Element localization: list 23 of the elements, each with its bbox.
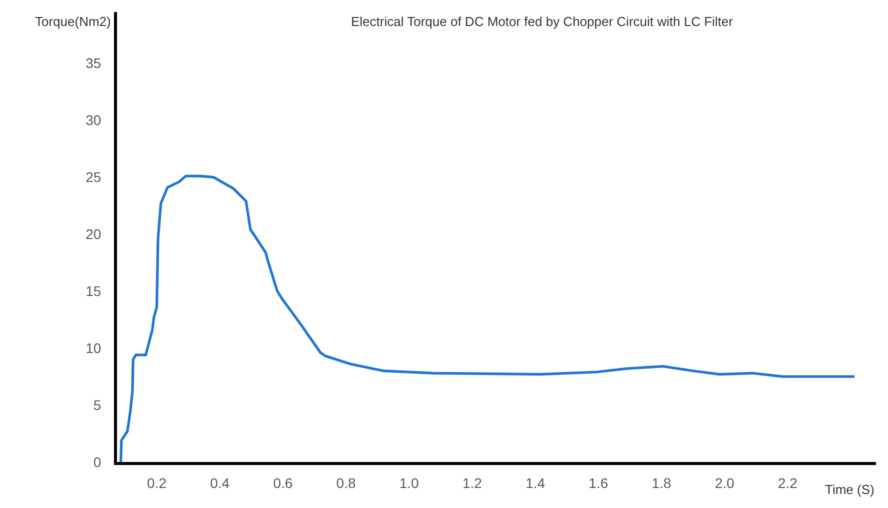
y-tick-label: 35 (86, 55, 102, 72)
x-tick-label: 1.8 (652, 474, 672, 491)
y-tick-label: 5 (93, 396, 102, 413)
chart-title: Electrical Torque of DC Motor fed by Chopper Circuit with LC Filter (351, 14, 734, 29)
x-tick-label: 1.2 (462, 474, 482, 491)
line-series (119, 174, 856, 462)
y-tick-label: 0 (93, 454, 102, 470)
y-tick-label: 10 (86, 340, 102, 356)
x-tick-label: 1.6 (588, 474, 608, 491)
x-tick-label: 1.0 (399, 474, 420, 491)
x-tick-label: 2.0 (714, 474, 735, 491)
x-tick-label: 0.8 (336, 474, 356, 491)
x-tick-label: 0.6 (273, 474, 293, 491)
x-tick-label: 1.4 (526, 474, 546, 491)
y-axis-title: Torque(Nm2) (35, 14, 111, 29)
y-tick-label: 15 (86, 283, 102, 300)
x-tick-label: 0.2 (147, 474, 167, 491)
x-axis-title: Time (S) (825, 482, 874, 497)
y-tick-label: 25 (86, 169, 102, 186)
y-tick-label: 30 (86, 112, 102, 128)
x-tick-label: 2.2 (778, 474, 798, 491)
y-tick-label: 20 (86, 226, 102, 242)
x-tick-label: 0.4 (210, 474, 230, 491)
